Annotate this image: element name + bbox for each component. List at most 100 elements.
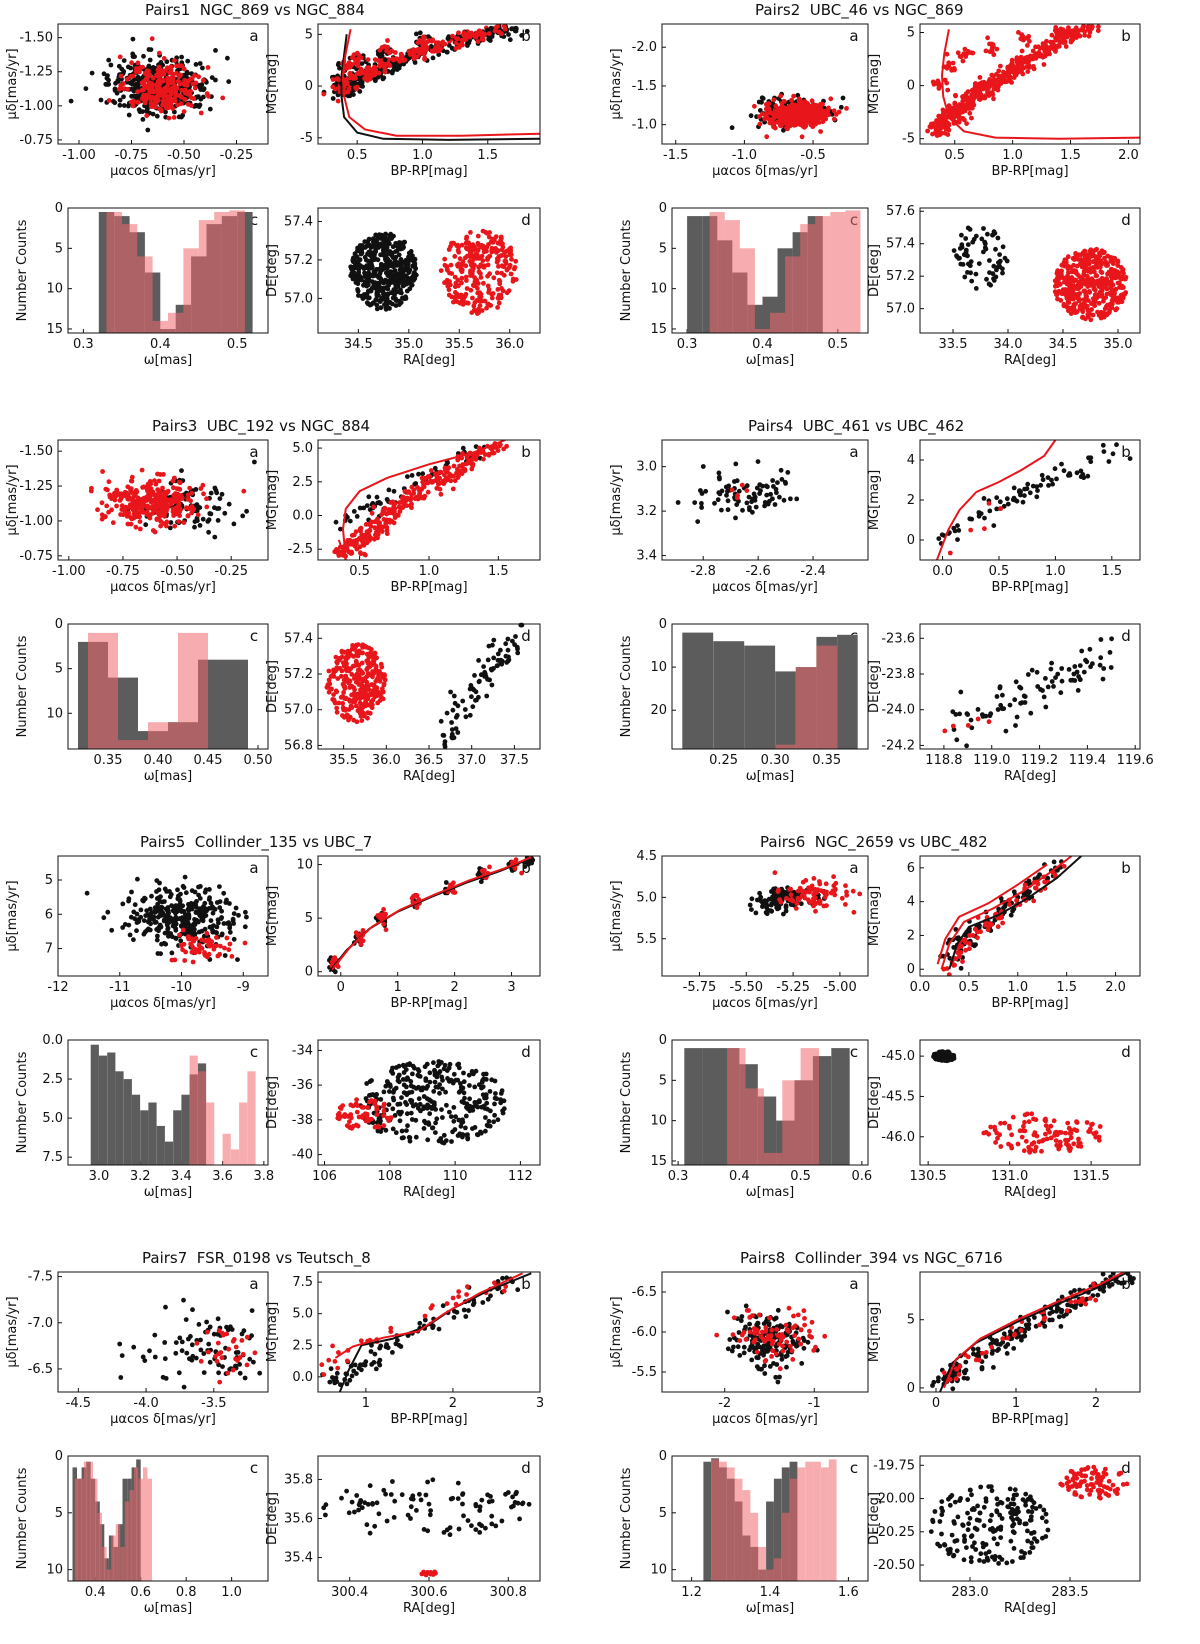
radec-point-red [503,258,509,264]
pair1-cmd-ylabel: MG[mag] [265,54,280,114]
hist-bar-red [815,216,831,333]
radec-point-black [354,254,360,260]
radec-point-red [355,642,361,647]
pm-point-red [143,484,149,490]
pair2-cmd-ytick-label: 0 [907,79,915,94]
radec-point-black [956,256,962,261]
pair3-radec-ylabel: DE[deg] [265,660,280,713]
radec-point-black [982,241,988,247]
radec-point-black [378,279,384,285]
cmd-point-red [1086,24,1092,29]
pm-point-red [800,124,806,129]
radec-point-red [475,233,481,239]
radec-point-black [383,253,389,258]
pm-point-red [152,478,157,483]
pm-point-red [118,73,124,79]
radec-point-red [510,276,516,282]
pm-point-red [175,78,181,84]
radec-point-black [476,658,481,663]
radec-point-black [490,642,495,648]
pair2-radec-ylabel: DE[deg] [867,244,882,297]
radec-point-red [508,271,514,277]
radec-point-black [990,232,995,238]
pm-point-red [828,96,834,102]
radec-point-black [382,302,387,307]
pm-point-red [808,112,814,118]
pm-point-red [89,485,94,491]
hist-bar-red [152,320,168,333]
cmd-point-red [1031,66,1037,72]
pm-point-red [135,99,140,105]
radec-point-black [387,249,393,255]
pm-point-red [116,86,122,92]
radec-point-red [479,263,484,269]
cmd-point-red [387,509,393,515]
pm-point-red [135,501,141,506]
pm-point-red [141,501,146,506]
cmd-point-red [997,79,1003,85]
radec-point-black [388,259,393,265]
pm-point-black [207,106,213,112]
pair2-hist-xtick-label: 0.3 [677,337,698,352]
pair2-radec-xlabel: RA[deg] [1004,353,1056,368]
radec-point-red [360,670,365,676]
radec-point-black [367,242,372,248]
pm-point-red [130,98,136,104]
radec-point-black [991,278,997,283]
radec-point-red [1083,316,1088,322]
radec-point-black [370,257,376,262]
cmd-point-red [361,542,367,548]
radec-point-red [481,249,487,255]
cmd-point-red [423,42,428,48]
cmd-point-red [997,73,1003,79]
radec-point-red [1084,303,1090,309]
cmd-point-red [372,72,378,77]
radec-point-red [495,256,501,261]
pair1-radec-ytick-label: 57.2 [284,253,313,268]
cmd-point-red [998,63,1003,69]
radec-point-red [351,691,357,696]
radec-point-red [453,290,458,295]
radec-point-red [489,291,494,297]
pm-point-red [195,512,201,518]
pm-point-black [252,459,257,465]
pm-point-black [129,81,135,87]
hist-bar-black [228,659,248,749]
cmd-point-red [981,95,987,101]
cmd-point-red [1026,34,1032,39]
radec-point-red [1101,284,1107,289]
pm-point-red [158,519,164,524]
pair3-radec-ytick-label: 56.8 [284,738,313,753]
cmd-point-black [347,518,353,524]
pm-point-red [174,92,180,98]
pm-point-red [795,106,801,111]
radec-point-black [379,241,385,247]
cmd-point-red [481,456,486,462]
cmd-point-red [1044,38,1049,44]
pm-point-red [188,76,194,82]
cmd-point-black [509,26,514,32]
pm-point-red [130,103,136,109]
radec-point-red [325,685,331,690]
radec-point-black [359,277,364,283]
cmd-point-black [507,37,513,43]
hist-bar-red [183,248,199,333]
cmd-point-red [401,501,407,507]
cmd-point-red [355,63,361,69]
pm-point-red [104,503,110,509]
radec-point-black [390,255,396,261]
cmd-point-black [374,494,380,500]
radec-point-red [489,295,495,301]
pm-point-black [163,109,168,115]
radec-point-red [480,258,486,263]
cmd-point-red [382,505,388,511]
radec-point-red [334,689,340,695]
pair2-cmd-xtick-label: 0.5 [944,148,965,163]
pm-point-red [129,60,135,66]
pm-point-red [167,70,173,76]
radec-point-black [378,264,384,270]
cmd-point-red [402,489,408,494]
pm-point-red [241,488,247,494]
pm-point-red [831,108,837,114]
pm-point-black [212,534,218,540]
